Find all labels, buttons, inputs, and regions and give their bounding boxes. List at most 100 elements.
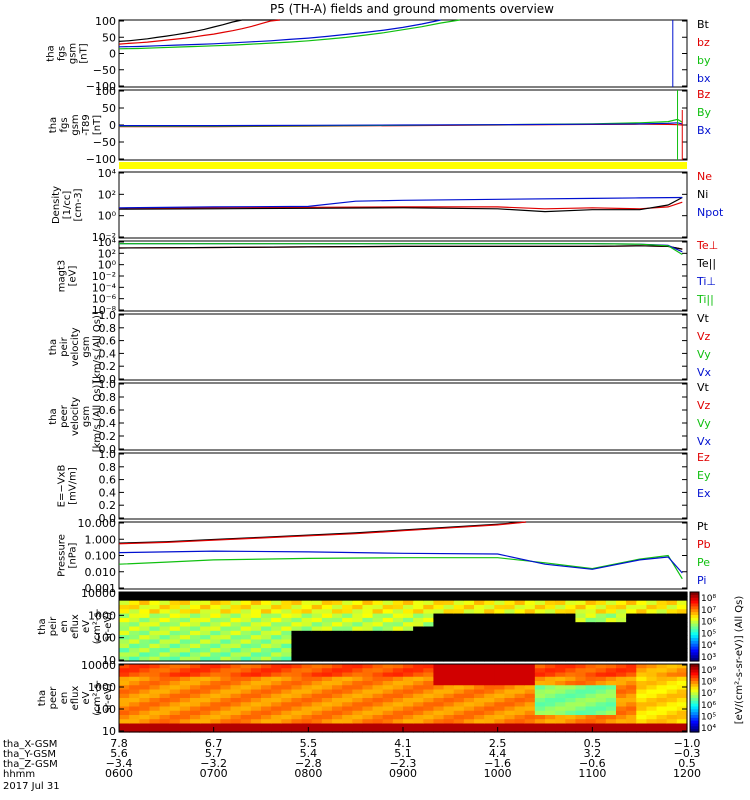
heatmap-cell	[301, 681, 313, 686]
heatmap-cell	[311, 592, 323, 597]
heatmap-cell	[524, 689, 536, 695]
heatmap-cell	[169, 648, 181, 653]
heatmap-cell	[271, 596, 282, 602]
heatmap-cell	[453, 626, 465, 632]
colorbar-cell	[690, 592, 699, 596]
heatmap-cell	[403, 681, 414, 686]
heatmap-cell	[433, 710, 445, 716]
heatmap-cell	[585, 710, 597, 716]
legend-entry: By	[697, 106, 712, 119]
heatmap-cell	[281, 719, 293, 725]
heatmap-cell	[220, 609, 232, 615]
heatmap-cell	[676, 639, 688, 645]
heatmap-cell	[453, 600, 465, 606]
heatmap-cell	[666, 727, 678, 733]
heatmap-cell	[179, 600, 191, 606]
heatmap-cell	[595, 672, 607, 678]
heatmap-cell	[545, 676, 556, 682]
heatmap-cell	[555, 630, 566, 636]
heatmap-cell	[524, 719, 536, 725]
heatmap-cell	[139, 681, 151, 686]
heatmap-cell	[605, 723, 617, 729]
heatmap-cell	[494, 656, 506, 662]
heatmap-cell	[119, 596, 130, 602]
heatmap-cell	[291, 668, 303, 674]
colorbar-cell	[690, 715, 699, 719]
heatmap-cell	[534, 719, 546, 725]
heatmap-cell	[403, 710, 414, 716]
heatmap-cell	[372, 643, 384, 649]
ytick-label: 0.100	[85, 550, 117, 563]
colorbar-cell	[690, 646, 699, 651]
heatmap-cell	[514, 676, 526, 682]
heatmap-cell	[230, 630, 242, 636]
heatmap-cell	[656, 681, 668, 686]
heatmap-cell	[210, 676, 222, 682]
heatmap-cell	[616, 664, 627, 669]
heatmap-cell	[240, 672, 252, 678]
heatmap-cell	[676, 668, 688, 674]
heatmap-cell	[494, 702, 506, 708]
heatmap-cell	[159, 698, 171, 703]
heatmap-cell	[190, 613, 201, 619]
heatmap-cell	[230, 676, 242, 682]
heatmap-cell	[139, 596, 151, 602]
ylabel-line: [nPa]	[68, 542, 79, 568]
heatmap-cell	[220, 622, 232, 628]
heatmap-cell	[403, 604, 414, 610]
heatmap-cell	[575, 656, 587, 662]
heatmap-cell	[524, 600, 536, 606]
date-label: 2017 Jul 31	[3, 781, 60, 792]
heatmap-cell	[423, 715, 435, 720]
heatmap-cell	[403, 592, 414, 597]
heatmap-cell	[453, 668, 465, 674]
heatmap-cell	[514, 723, 526, 729]
heatmap-cell	[555, 672, 566, 678]
heatmap-cell	[413, 617, 424, 623]
ylabel-line: velocity	[70, 327, 81, 366]
heatmap-cell	[129, 727, 140, 733]
heatmap-cell	[149, 596, 161, 602]
heatmap-cell	[179, 630, 191, 636]
heatmap-cell	[291, 613, 303, 619]
heatmap-cell	[555, 592, 566, 597]
xaxis-row-label: tha_Y-GSM	[3, 749, 56, 760]
heatmap-cell	[210, 672, 222, 678]
heatmap-cell	[139, 652, 151, 658]
ylabel-line: peir	[48, 616, 59, 636]
heatmap-cell	[220, 681, 232, 686]
heatmap-cell	[169, 622, 181, 628]
heatmap-cell	[190, 681, 201, 686]
heatmap-cell	[372, 600, 384, 606]
heatmap-cell	[575, 715, 587, 720]
heatmap-cell	[656, 672, 668, 678]
heatmap-cell	[179, 668, 191, 674]
heatmap-cell	[636, 706, 648, 712]
heatmap-cell	[616, 600, 627, 606]
heatmap-cell	[494, 648, 506, 653]
heatmap-cell	[666, 685, 678, 691]
colorbar-cell	[690, 655, 699, 659]
heatmap-cell	[149, 693, 161, 699]
heatmap-cell	[403, 693, 414, 699]
heatmap-cell	[372, 656, 384, 662]
heatmap-cell	[443, 596, 455, 602]
heatmap-cell	[129, 656, 140, 662]
heatmap-cell	[443, 715, 455, 720]
heatmap-cell	[605, 604, 617, 610]
heatmap-cell	[666, 600, 678, 606]
heatmap-cell	[626, 604, 637, 610]
heatmap-cell	[575, 719, 587, 725]
heatmap-cell	[413, 630, 424, 636]
heatmap-cell	[636, 672, 648, 678]
heatmap-cell	[413, 681, 424, 686]
heatmap-cell	[271, 609, 282, 615]
heatmap-cell	[250, 693, 262, 699]
heatmap-cell	[139, 600, 151, 606]
heatmap-cell	[230, 652, 242, 658]
heatmap-cell	[190, 604, 201, 610]
legend-entry: Ni	[697, 188, 708, 201]
heatmap-cell	[565, 609, 577, 615]
heatmap-cell	[342, 723, 353, 729]
